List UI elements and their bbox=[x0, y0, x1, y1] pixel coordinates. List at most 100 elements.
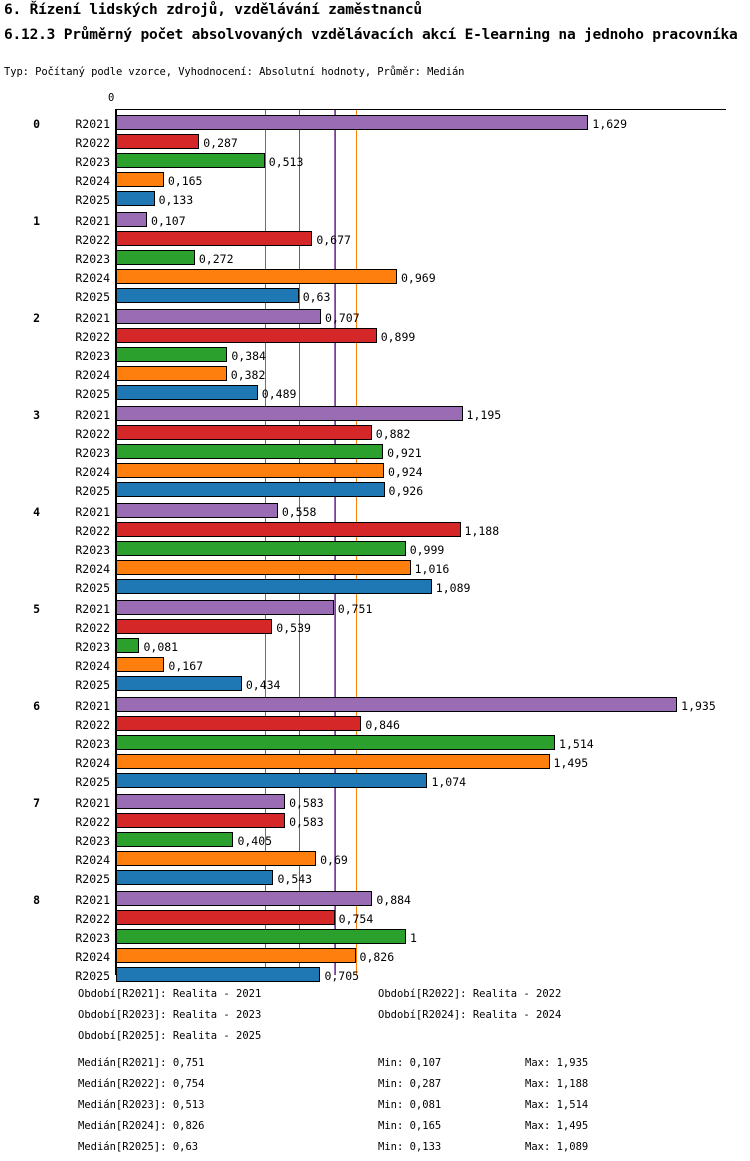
bar-value-label: 1,188 bbox=[464, 523, 500, 538]
bar-r2021[interactable] bbox=[116, 405, 463, 421]
bar-value-label: 0,583 bbox=[289, 795, 324, 810]
bar-r2023[interactable] bbox=[116, 637, 140, 653]
bar-r2022[interactable] bbox=[116, 521, 461, 537]
chart-row: R2024 0,969 bbox=[0, 268, 750, 287]
bar-r2021[interactable] bbox=[116, 696, 678, 712]
bar-r2024[interactable] bbox=[116, 948, 356, 964]
bar-value-label: 1 bbox=[410, 930, 417, 945]
bar-value-label: 0,272 bbox=[198, 251, 234, 266]
chart-row: R2021 0,884 bbox=[0, 889, 750, 908]
bar-r2022[interactable] bbox=[116, 230, 313, 246]
bar-r2025[interactable] bbox=[116, 967, 321, 983]
bar-value-label: 0,899 bbox=[380, 329, 416, 344]
bar-r2021[interactable] bbox=[116, 793, 286, 809]
series-label-r2025: R2025 bbox=[75, 387, 110, 402]
bar-r2025[interactable] bbox=[116, 288, 299, 304]
series-label-r2024: R2024 bbox=[75, 562, 110, 577]
bar-r2023[interactable] bbox=[116, 540, 406, 556]
stat-min: Min: 0,133 bbox=[378, 1141, 442, 1153]
stat-min: Min: 0,165 bbox=[378, 1120, 442, 1132]
bar-r2024[interactable] bbox=[116, 657, 165, 673]
series-label-r2025: R2025 bbox=[75, 775, 110, 790]
series-label-r2022: R2022 bbox=[75, 232, 110, 247]
bar-value-label: 0,133 bbox=[158, 193, 194, 208]
chart-row: R2023 0,384 bbox=[0, 345, 750, 364]
bar-r2022[interactable] bbox=[116, 327, 377, 343]
chart-row: R2022 0,846 bbox=[0, 714, 750, 733]
bar-r2024[interactable] bbox=[116, 754, 550, 770]
axis-zero-label: 0 bbox=[108, 92, 115, 104]
bar-value-label: 0,846 bbox=[365, 717, 400, 732]
chart-row: R2021 0,107 bbox=[0, 210, 750, 229]
series-label-r2023: R2023 bbox=[75, 542, 110, 557]
series-label-r2021: R2021 bbox=[75, 795, 110, 810]
series-label-r2024: R2024 bbox=[75, 659, 110, 674]
bar-r2021[interactable] bbox=[116, 890, 373, 906]
legend-entry: Období[R2021]: Realita - 2021 bbox=[78, 988, 262, 1000]
bar-value-label: 0,165 bbox=[167, 174, 203, 189]
bar-r2022[interactable] bbox=[116, 909, 335, 925]
bar-r2023[interactable] bbox=[116, 443, 384, 459]
group-label: 5 bbox=[33, 602, 40, 616]
series-label-r2022: R2022 bbox=[75, 911, 110, 926]
stat-min: Min: 0,107 bbox=[378, 1057, 442, 1069]
bar-r2023[interactable] bbox=[116, 734, 556, 750]
series-label-r2024: R2024 bbox=[75, 756, 110, 771]
bar-r2025[interactable] bbox=[116, 385, 258, 401]
bar-r2023[interactable] bbox=[116, 928, 406, 944]
series-label-r2021: R2021 bbox=[75, 504, 110, 519]
bar-r2024[interactable] bbox=[116, 463, 384, 479]
stat-median: Medián[R2021]: 0,751 bbox=[78, 1057, 205, 1069]
bar-r2025[interactable] bbox=[116, 773, 428, 789]
bar-r2023[interactable] bbox=[116, 249, 195, 265]
bar-value-label: 1,629 bbox=[592, 116, 628, 131]
bar-r2021[interactable] bbox=[116, 211, 148, 227]
chart-group: 2 R2021 0,707 R2022 0,899 R2023 0,384 R2024 0,38… bbox=[0, 307, 750, 403]
chart-row: R2024 0,167 bbox=[0, 656, 750, 675]
series-label-r2022: R2022 bbox=[75, 426, 110, 441]
series-label-r2025: R2025 bbox=[75, 678, 110, 693]
bar-value-label: 0,751 bbox=[337, 601, 373, 616]
bar-r2023[interactable] bbox=[116, 346, 228, 362]
chart-row: R2025 0,926 bbox=[0, 481, 750, 500]
bar-r2023[interactable] bbox=[116, 831, 234, 847]
bar-r2021[interactable] bbox=[116, 599, 334, 615]
series-label-r2024: R2024 bbox=[75, 950, 110, 965]
bar-r2023[interactable] bbox=[116, 152, 265, 168]
bar-r2024[interactable] bbox=[116, 172, 164, 188]
chart-group: 6 R2021 1,935 R2022 0,846 R2023 1,514 R2024 1,49… bbox=[0, 695, 750, 791]
stats-row: Medián[R2021]: 0,751 Min: 0,107 Max: 1,935 bbox=[0, 1057, 750, 1077]
bar-r2022[interactable] bbox=[116, 133, 200, 149]
bar-r2025[interactable] bbox=[116, 579, 432, 595]
chart-row: R2022 0,899 bbox=[0, 326, 750, 345]
legend-row: Období[R2025]: Realita - 2025 bbox=[0, 1030, 750, 1050]
series-label-r2023: R2023 bbox=[75, 736, 110, 751]
bar-r2025[interactable] bbox=[116, 870, 274, 886]
bar-r2024[interactable] bbox=[116, 366, 227, 382]
stat-min: Min: 0,287 bbox=[378, 1078, 442, 1090]
bar-r2022[interactable] bbox=[116, 618, 273, 634]
legend-entry: Období[R2023]: Realita - 2023 bbox=[78, 1009, 262, 1021]
bar-r2021[interactable] bbox=[116, 114, 589, 130]
chart-row: R2023 0,081 bbox=[0, 636, 750, 655]
bar-r2025[interactable] bbox=[116, 191, 155, 207]
bar-r2022[interactable] bbox=[116, 715, 362, 731]
bar-r2021[interactable] bbox=[116, 308, 322, 324]
bar-r2024[interactable] bbox=[116, 269, 397, 285]
bar-r2025[interactable] bbox=[116, 676, 242, 692]
series-label-r2025: R2025 bbox=[75, 290, 110, 305]
bar-r2024[interactable] bbox=[116, 851, 317, 867]
bar-value-label: 0,754 bbox=[338, 911, 374, 926]
chart-row: R2025 0,133 bbox=[0, 190, 750, 209]
bar-value-label: 0,543 bbox=[277, 872, 313, 887]
bar-r2024[interactable] bbox=[116, 560, 411, 576]
series-label-r2024: R2024 bbox=[75, 368, 110, 383]
bar-value-label: 0,69 bbox=[320, 853, 348, 868]
bar-r2022[interactable] bbox=[116, 424, 372, 440]
bar-r2021[interactable] bbox=[116, 502, 278, 518]
bar-r2025[interactable] bbox=[116, 482, 385, 498]
bar-value-label: 0,882 bbox=[375, 426, 411, 441]
bar-r2022[interactable] bbox=[116, 812, 286, 828]
chart-row: R2023 0,921 bbox=[0, 442, 750, 461]
stat-median: Medián[R2022]: 0,754 bbox=[78, 1078, 205, 1090]
